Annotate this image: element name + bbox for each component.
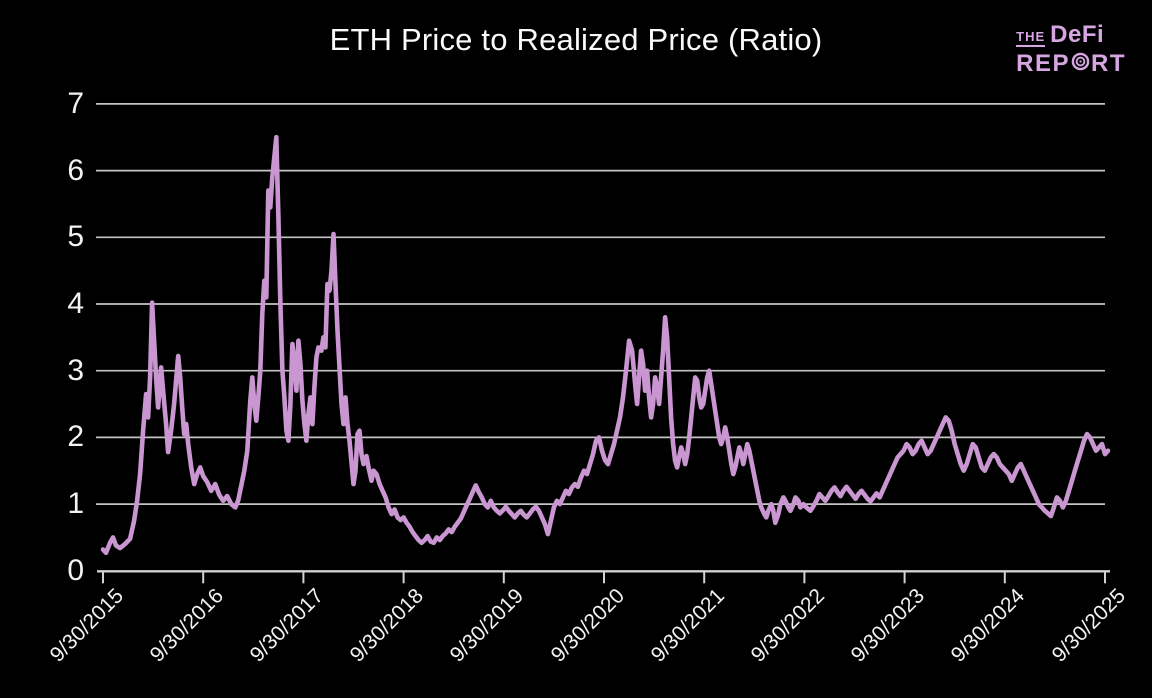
bullseye-icon: [1071, 50, 1090, 78]
y-axis-tick-label: 7: [67, 86, 84, 120]
chart-title: ETH Price to Realized Price (Ratio): [329, 22, 823, 57]
logo-the-text: THE: [1016, 29, 1046, 47]
logo-line-2: REP RT: [1016, 50, 1126, 78]
y-axis-tick-label: 4: [67, 287, 84, 320]
logo-rt-text: RT: [1091, 50, 1126, 77]
y-axis-tick-label: 6: [67, 153, 84, 187]
defi-report-logo: THE DeFi REP RT: [1016, 21, 1126, 78]
y-axis-tick-label: 5: [67, 220, 84, 254]
y-axis-tick-label: 2: [67, 420, 84, 454]
y-axis-tick-label: 3: [67, 353, 84, 387]
y-axis-tick-label: 1: [67, 487, 84, 521]
logo-line-1: THE DeFi: [1016, 21, 1126, 49]
y-axis-tick-label: 0: [67, 553, 84, 587]
eth-ratio-line: [100, 134, 1111, 556]
logo-defi-text: DeFi: [1050, 21, 1105, 48]
logo-rep-text: REP: [1016, 50, 1070, 77]
